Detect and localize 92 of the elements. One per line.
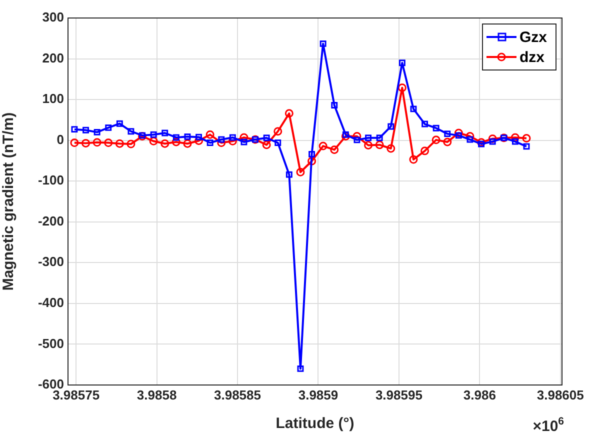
y-tick-label: -300 bbox=[38, 254, 64, 270]
point bbox=[218, 136, 225, 143]
point bbox=[286, 171, 292, 178]
point bbox=[365, 134, 372, 142]
point bbox=[478, 140, 485, 148]
point bbox=[94, 128, 100, 136]
point bbox=[420, 146, 430, 156]
point bbox=[206, 140, 214, 146]
point bbox=[284, 109, 294, 118]
point bbox=[172, 134, 180, 141]
point bbox=[162, 130, 168, 136]
point bbox=[488, 134, 497, 143]
point bbox=[455, 132, 462, 139]
point bbox=[296, 168, 305, 176]
point bbox=[320, 40, 326, 47]
point bbox=[466, 136, 474, 143]
x-tick-label: 3.986 bbox=[463, 387, 496, 402]
point bbox=[196, 134, 202, 140]
point bbox=[82, 138, 90, 148]
point bbox=[422, 120, 428, 128]
point bbox=[376, 134, 383, 142]
point bbox=[229, 134, 236, 141]
x-axis-title: Latitude (°) bbox=[276, 415, 354, 432]
x-tick-label: 3.98585 bbox=[214, 387, 262, 402]
point bbox=[274, 127, 282, 136]
y-axis-title: Magnetic gradient (nT/m) bbox=[0, 112, 18, 291]
point bbox=[443, 138, 452, 146]
point bbox=[318, 142, 328, 150]
x-tick-label: 3.98595 bbox=[375, 387, 422, 402]
y-tick-label: -100 bbox=[38, 172, 64, 188]
point bbox=[523, 143, 530, 150]
point bbox=[388, 123, 394, 130]
point bbox=[105, 124, 112, 131]
x-tick-label: 3.9859 bbox=[298, 387, 338, 402]
point bbox=[454, 128, 463, 138]
point bbox=[160, 139, 170, 148]
point bbox=[71, 126, 78, 133]
point bbox=[150, 131, 157, 138]
point bbox=[489, 138, 496, 145]
point bbox=[409, 155, 418, 164]
point bbox=[398, 60, 406, 66]
point bbox=[115, 139, 124, 148]
point bbox=[432, 136, 440, 144]
point bbox=[149, 136, 158, 146]
y-tick-label: 100 bbox=[42, 91, 64, 106]
point bbox=[263, 134, 270, 142]
y-tick-label: 0 bbox=[56, 132, 64, 147]
point bbox=[308, 150, 315, 158]
point bbox=[375, 140, 384, 150]
y-tick-label: 300 bbox=[42, 10, 64, 25]
point bbox=[398, 83, 406, 92]
y-tick-label: -400 bbox=[38, 295, 64, 310]
point bbox=[386, 144, 396, 153]
x-tick-label: 3.98605 bbox=[536, 387, 584, 402]
point bbox=[82, 126, 89, 134]
y-tick-label: -500 bbox=[38, 336, 64, 351]
point bbox=[92, 138, 102, 147]
point bbox=[128, 128, 134, 135]
point bbox=[410, 106, 417, 112]
point bbox=[217, 138, 226, 148]
point bbox=[274, 140, 282, 146]
point bbox=[183, 139, 192, 148]
x-tick-label: 3.9858 bbox=[136, 387, 177, 402]
point bbox=[466, 132, 474, 141]
point bbox=[104, 138, 113, 148]
point bbox=[308, 156, 316, 166]
y-tick-label: -200 bbox=[38, 213, 64, 228]
point bbox=[240, 138, 248, 146]
point bbox=[126, 140, 136, 148]
x-tick-label: 3.98575 bbox=[52, 387, 100, 402]
point bbox=[297, 365, 304, 372]
point bbox=[206, 130, 214, 139]
y-tick-label: 200 bbox=[42, 50, 64, 66]
point bbox=[70, 138, 79, 148]
point bbox=[172, 138, 180, 146]
point bbox=[341, 132, 350, 141]
point bbox=[116, 120, 123, 127]
legend-label: dzx bbox=[519, 49, 546, 66]
point bbox=[262, 140, 271, 150]
point bbox=[432, 124, 440, 132]
point bbox=[444, 130, 451, 138]
point bbox=[330, 145, 339, 154]
point bbox=[342, 131, 349, 138]
point bbox=[512, 138, 518, 145]
point bbox=[522, 134, 531, 143]
point bbox=[354, 136, 360, 144]
point bbox=[184, 133, 191, 140]
point bbox=[331, 102, 338, 108]
point bbox=[510, 133, 520, 142]
point bbox=[364, 140, 373, 150]
point bbox=[240, 133, 248, 142]
legend-label: Gzx bbox=[519, 29, 548, 46]
